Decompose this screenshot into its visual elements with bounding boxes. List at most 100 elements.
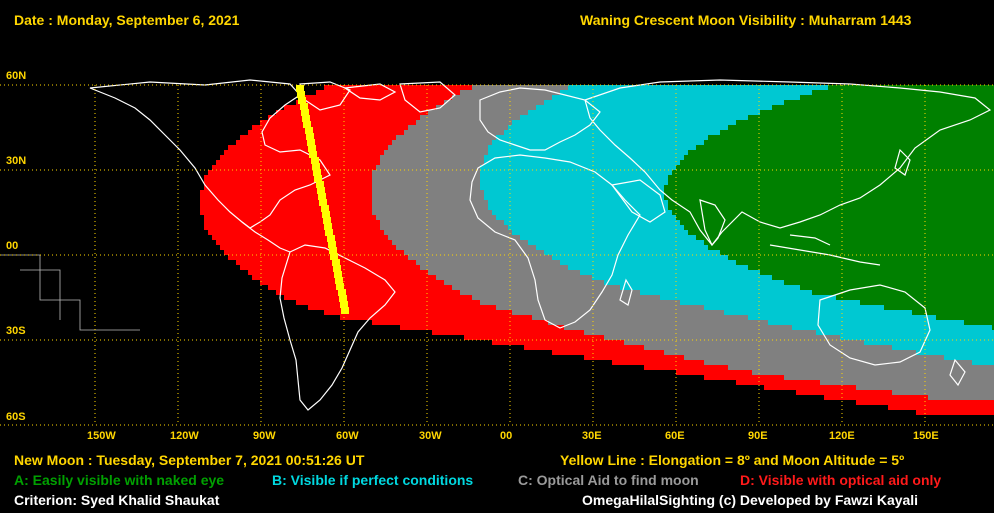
yellow-line-label: Yellow Line : Elongation = 8º and Moon A… [560, 452, 905, 468]
yellow-line-segment [306, 133, 314, 140]
legend-a: A: Easily visible with naked eye [14, 472, 225, 488]
zone-B-row [680, 300, 994, 305]
zone-A-row [828, 85, 994, 90]
lon-label-120w: 120W [170, 430, 199, 442]
lon-label-150e: 150E [913, 430, 939, 442]
yellow-line-segment [297, 91, 305, 98]
zone-A-row [760, 110, 994, 115]
zone-C-row [604, 335, 994, 340]
yellow-line-segment [307, 139, 315, 146]
zone-D-row [916, 410, 994, 415]
zone-A-row [884, 305, 994, 310]
continent-outlines [0, 79, 992, 411]
yellow-line-segment [296, 85, 304, 92]
lon-label-60w: 60W [336, 430, 359, 442]
credit-label: OmegaHilalSighting (c) Developed by Fawz… [582, 492, 919, 508]
zone-A-row [836, 295, 994, 300]
zone-A-row [912, 310, 994, 315]
zone-C-row [728, 365, 994, 370]
zone-A-row [708, 245, 994, 250]
yellow-line-segment [309, 151, 317, 158]
zone-B-row [916, 350, 994, 355]
zone-B-row [724, 310, 994, 315]
zone-A-row [800, 95, 994, 100]
yellow-line-segment [301, 109, 309, 116]
zone-A-row [684, 155, 994, 160]
zone-A-row [704, 140, 994, 145]
yellow-line-segment [335, 277, 343, 284]
zone-B-row [568, 85, 994, 90]
yellow-line-segment [313, 169, 321, 176]
yellow-line-segment [316, 181, 324, 188]
chart-title: Waning Crescent Moon Visibility : Muharr… [580, 12, 912, 28]
zone-B-row [944, 355, 994, 360]
zone-A-row [860, 300, 994, 305]
zone-A-row [668, 180, 994, 185]
zone-C-row [892, 390, 994, 395]
yellow-line-segment [338, 289, 346, 296]
yellow-line-segment [336, 283, 344, 290]
zone-A-row [676, 165, 994, 170]
zone-A-row [812, 90, 994, 95]
zone-A-row [704, 240, 994, 245]
yellow-line-segment [327, 235, 335, 242]
zone-A-row [812, 290, 994, 295]
yellow-line-segment [322, 211, 330, 218]
yellow-line-segment [324, 223, 332, 230]
legend-b: B: Visible if perfect conditions [272, 472, 474, 488]
zone-A-row [720, 130, 994, 135]
yellow-line-segment [302, 115, 310, 122]
yellow-line-segment [334, 271, 342, 278]
lat-label-30n: 30N [6, 155, 27, 167]
yellow-line-segment [298, 97, 306, 104]
zone-A-row [748, 265, 994, 270]
zone-D-row [856, 400, 994, 405]
zone-B-row [536, 105, 994, 110]
zone-A-row [992, 325, 994, 330]
zone-D-row [888, 405, 994, 410]
zone-A-row [672, 210, 994, 215]
yellow-line-segment [314, 175, 322, 182]
yellow-line-segment [325, 229, 333, 236]
yellow-line-segment [308, 145, 316, 152]
yellow-line-segment [332, 259, 340, 266]
zone-B-row [560, 90, 994, 95]
zone-A-row [728, 125, 994, 130]
zone-B-row [768, 320, 994, 325]
yellow-line-segment [312, 163, 320, 170]
zone-A-row [696, 145, 994, 150]
zone-A-row [760, 270, 994, 275]
new-moon-label: New Moon : Tuesday, September 7, 2021 00… [14, 452, 365, 468]
lon-label-120e: 120E [829, 430, 855, 442]
yellow-line-segment [303, 121, 311, 128]
zone-A-row [728, 255, 994, 260]
yellow-line-segment [340, 301, 348, 308]
zone-A-row [676, 215, 994, 220]
zone-A-row [800, 285, 994, 290]
graticule [0, 84, 994, 426]
zone-A-row [680, 160, 994, 165]
zone-C-row [644, 345, 994, 350]
zone-B-row [544, 100, 994, 105]
yellow-line-segment [305, 127, 313, 134]
yellow-line-segment [311, 157, 319, 164]
date-label: Date : Monday, September 6, 2021 [14, 12, 240, 28]
yellow-line-segment [319, 199, 327, 206]
yellow-line-segment [323, 217, 331, 224]
zone-B-row [792, 325, 994, 330]
zone-A-row [784, 280, 994, 285]
zone-A-row [748, 115, 994, 120]
zone-A-row [696, 235, 994, 240]
zone-A-row [784, 100, 994, 105]
zone-C-row [664, 350, 994, 355]
zone-C-row [752, 370, 994, 375]
legend-d: D: Visible with optical aid only [740, 472, 942, 488]
zone-B-row [552, 95, 994, 100]
yellow-line-segment [333, 265, 341, 272]
lat-label-30s: 30S [6, 325, 26, 337]
zone-B-row [972, 360, 994, 365]
zone-B-row [864, 340, 994, 345]
yellow-line-segment [329, 247, 337, 254]
zone-A-row [708, 135, 994, 140]
zone-C-row [584, 330, 994, 335]
